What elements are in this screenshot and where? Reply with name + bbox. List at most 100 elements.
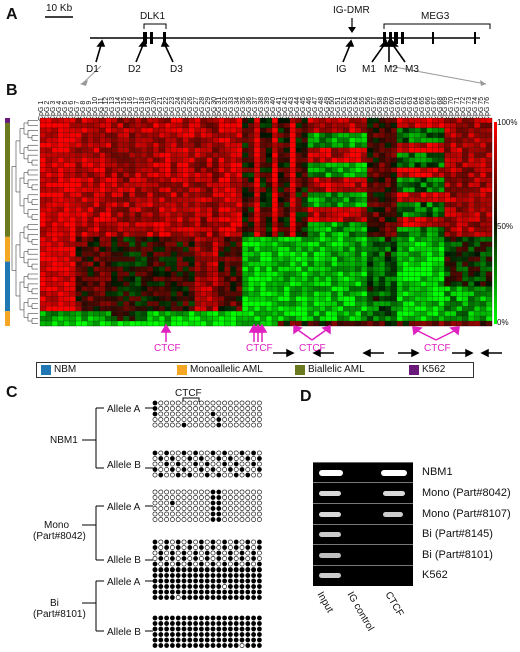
heatmap-cell — [40, 236, 47, 242]
heatmap-cell — [289, 276, 296, 282]
heatmap-cell — [367, 127, 374, 133]
heatmap-cell — [63, 311, 70, 317]
heatmap-cell — [236, 266, 243, 272]
heatmap-cell — [462, 256, 469, 262]
heatmap-cell — [343, 147, 350, 153]
heatmap-cell — [188, 118, 195, 124]
heatmap-cell — [105, 177, 112, 183]
heatmap-cell — [170, 182, 177, 188]
heatmap-cell — [325, 192, 332, 198]
cpg-circle — [227, 550, 233, 556]
heatmap-cell — [444, 142, 451, 148]
heatmap-cell — [468, 321, 475, 327]
heatmap-cell — [51, 306, 58, 312]
cpg-circle — [158, 637, 164, 643]
heatmap-cell — [200, 321, 207, 327]
heatmap-cell — [105, 306, 112, 312]
cpg-circle — [187, 517, 193, 522]
heatmap-cell — [462, 321, 469, 327]
heatmap-cell — [420, 202, 427, 208]
heatmap-cell — [170, 222, 177, 228]
heatmap-cell — [444, 316, 451, 322]
cpg-circle — [216, 406, 222, 411]
heatmap-cell — [129, 187, 136, 193]
heatmap-cell — [295, 187, 302, 193]
heatmap-cell — [355, 202, 362, 208]
heatmap-cell — [242, 236, 249, 242]
heatmap-cell — [170, 118, 177, 124]
heatmap-cell — [158, 321, 165, 327]
heatmap-cell — [361, 226, 368, 232]
heatmap-cell — [141, 118, 148, 124]
cpg-circle — [169, 550, 175, 556]
cpg-circle — [198, 584, 204, 589]
heatmap-cell — [242, 162, 249, 168]
heatmap-cell — [396, 202, 403, 208]
heatmap-cell — [75, 157, 82, 163]
heatmap-cell — [414, 251, 421, 257]
heatmap-cell — [289, 157, 296, 163]
cpg-circle — [164, 406, 169, 411]
heatmap-cell — [254, 207, 261, 213]
cpg-circle — [227, 589, 233, 595]
heatmap-cell — [325, 281, 332, 287]
heatmap-cell — [325, 236, 332, 242]
heatmap-cell — [218, 152, 225, 158]
cpg-circle — [164, 422, 169, 428]
cpg-circle — [169, 417, 175, 422]
heatmap-cell — [248, 321, 255, 327]
heatmap-cell — [242, 222, 249, 228]
heatmap-cell — [206, 212, 213, 218]
heatmap-cell — [402, 192, 409, 198]
cpg-circle — [158, 556, 164, 561]
heatmap-cell — [462, 306, 469, 312]
heatmap-cell — [367, 256, 374, 262]
cpg-circle — [169, 561, 175, 567]
heatmap-cell — [218, 167, 225, 173]
heatmap-cell — [271, 236, 278, 242]
heatmap-cell — [63, 147, 70, 153]
heatmap-cell — [313, 291, 320, 297]
heatmap-cell — [236, 276, 243, 282]
heatmap-cell — [188, 301, 195, 307]
heatmap-cell — [135, 321, 142, 327]
heatmap-cell — [57, 152, 64, 158]
cpg-circle — [204, 406, 210, 411]
heatmap-cell — [164, 142, 171, 148]
heatmap-cell — [45, 197, 52, 203]
heatmap-cell — [40, 182, 47, 188]
heatmap-cell — [349, 222, 356, 228]
cpg-circle — [198, 450, 204, 456]
heatmap-cell — [420, 271, 427, 277]
heatmap-cell — [343, 152, 350, 158]
heatmap-cell — [307, 152, 314, 158]
heatmap-cell — [462, 192, 469, 198]
cpg-circle — [169, 539, 175, 545]
heatmap-cell — [200, 251, 207, 257]
heatmap-cell — [129, 226, 136, 232]
heatmap-cell — [355, 266, 362, 272]
heatmap-cell — [153, 177, 160, 183]
heatmap-cell — [283, 222, 290, 228]
cpg-circle — [256, 567, 262, 573]
heatmap-cell — [153, 127, 160, 133]
heatmap-cell — [236, 281, 243, 287]
cpg-circle — [227, 506, 233, 511]
heatmap-cell — [432, 172, 439, 178]
heatmap-cell — [480, 147, 487, 153]
heatmap-cell — [147, 306, 154, 312]
cpg-circle — [216, 456, 222, 461]
heatmap-cell — [260, 291, 267, 297]
heatmap-cell — [218, 217, 225, 223]
heatmap-cell — [141, 177, 148, 183]
heatmap-cell — [456, 316, 463, 322]
cpg-circle — [175, 417, 181, 422]
heatmap-cell — [40, 132, 47, 138]
cpg-circle — [251, 489, 256, 495]
heatmap-cell — [295, 256, 302, 262]
cpg-circle — [256, 506, 262, 511]
heatmap-cell — [105, 301, 112, 307]
cpg-circle — [245, 411, 251, 417]
cpg-circle — [216, 578, 222, 584]
cpg-circle — [152, 637, 158, 643]
